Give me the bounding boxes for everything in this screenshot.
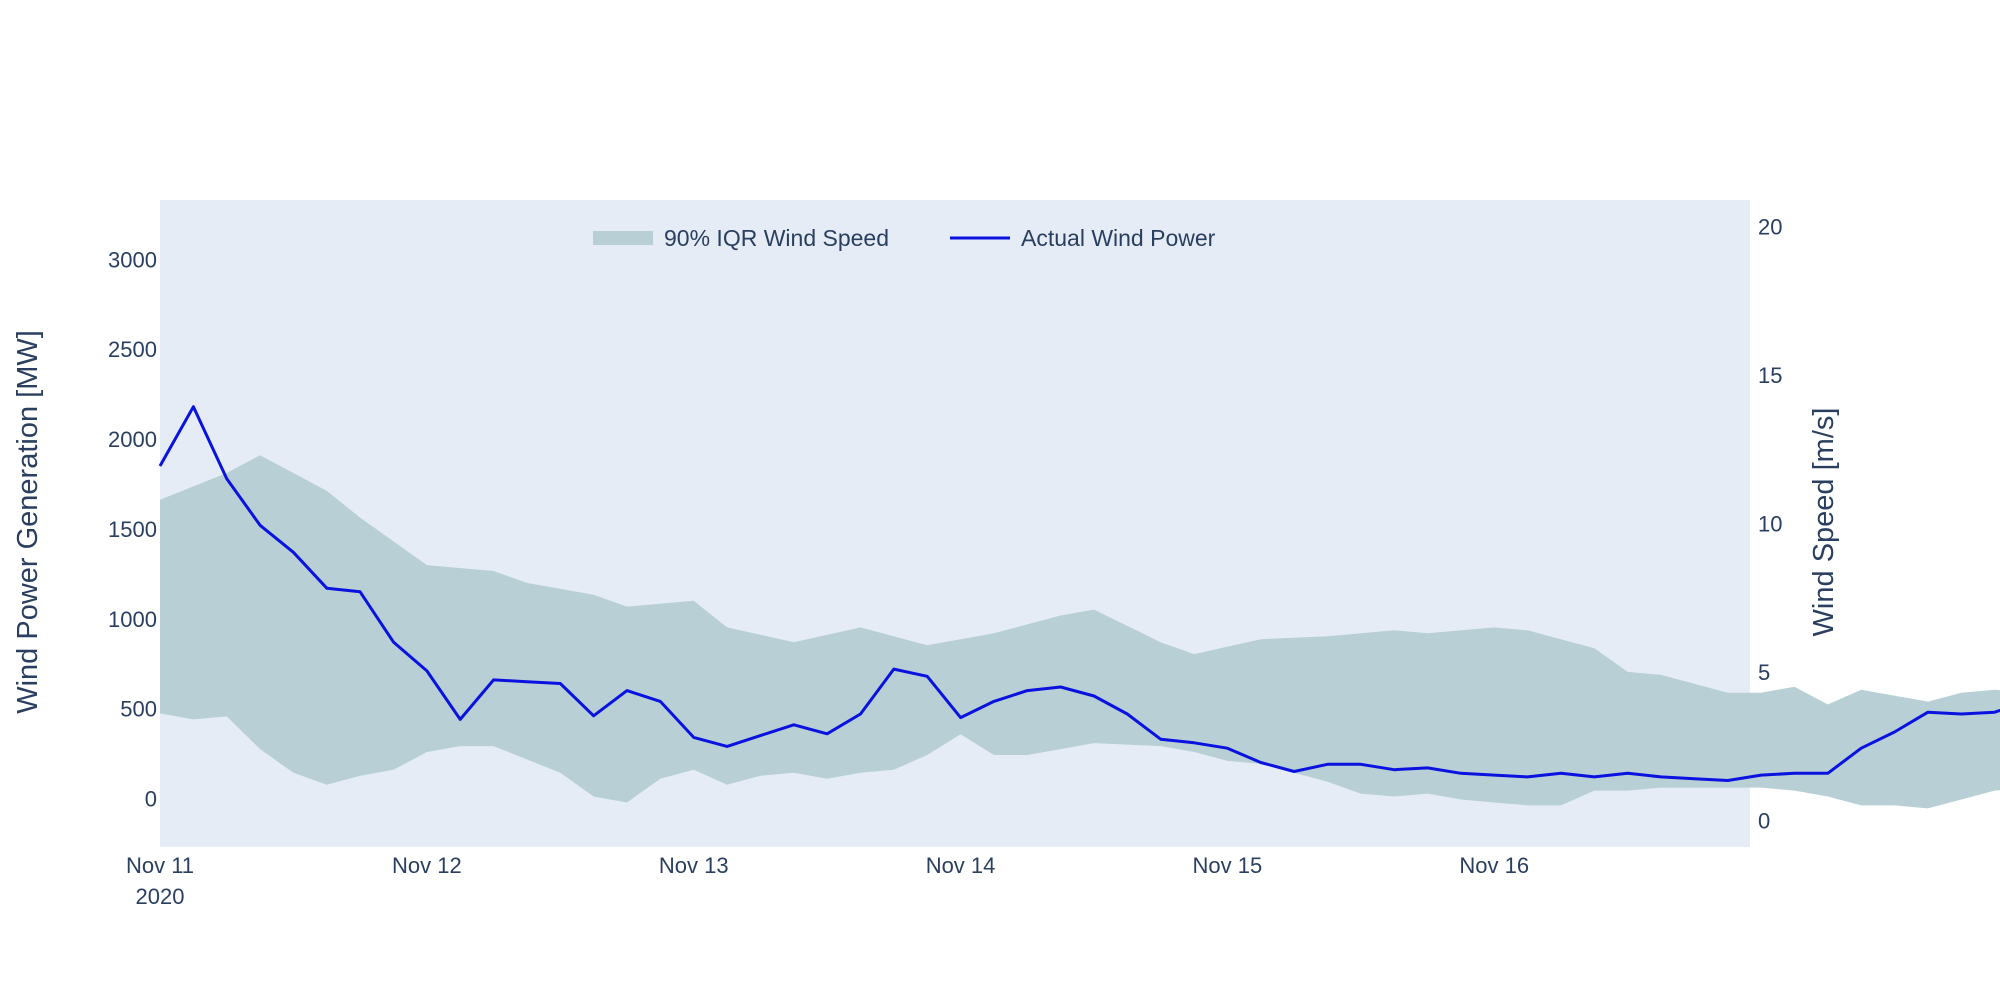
- y-left-tick-label: 1500: [108, 517, 157, 542]
- band-layer: [160, 455, 2000, 809]
- y-left-tick-label: 2500: [108, 337, 157, 362]
- y-right-tick-label: 15: [1758, 363, 1782, 388]
- y-right-tick-label: 5: [1758, 660, 1770, 685]
- x-tick-label: Nov 12: [392, 853, 462, 878]
- x-tick-sublabel: 2020: [136, 884, 185, 909]
- y-right-tick-label: 10: [1758, 512, 1782, 537]
- legend-label-actual-power: Actual Wind Power: [1021, 225, 1216, 251]
- legend-label-iqr-band: 90% IQR Wind Speed: [664, 225, 889, 251]
- y-left-tick-label: 3000: [108, 247, 157, 272]
- y-left-tick-label: 1000: [108, 607, 157, 632]
- y-axis-right: 0 5 10 15 20: [1758, 215, 1782, 834]
- x-tick-label: Nov 11: [126, 853, 194, 878]
- y-right-tick-label: 20: [1758, 215, 1782, 240]
- y-axis-right-title: Wind Speed [m/s]: [1808, 408, 1840, 637]
- y-left-tick-label: 2000: [108, 427, 157, 452]
- line-layer: [158, 405, 2000, 782]
- y-axis-left-title: Wind Power Generation [MW]: [12, 330, 44, 714]
- actual-power-line: [158, 405, 2000, 782]
- y-right-tick-label: 0: [1758, 808, 1770, 833]
- y-axis-left: 0 500 1000 1500 2000 2500 3000: [108, 247, 157, 811]
- iqr-band-area: [160, 455, 2000, 809]
- x-axis: Nov 11 2020 Nov 12 Nov 13 Nov 14 Nov 15 Nov 16: [126, 853, 1529, 909]
- legend-swatch-iqr-band: [593, 231, 653, 245]
- x-tick-label: Nov 16: [1459, 853, 1529, 878]
- legend: 90% IQR Wind Speed Actual Wind Power: [593, 225, 1216, 251]
- y-left-tick-label: 500: [120, 697, 157, 722]
- y-left-tick-label: 0: [145, 786, 157, 811]
- x-tick-label: Nov 14: [926, 853, 996, 878]
- x-tick-label: Nov 15: [1193, 853, 1263, 878]
- x-tick-label: Nov 13: [659, 853, 729, 878]
